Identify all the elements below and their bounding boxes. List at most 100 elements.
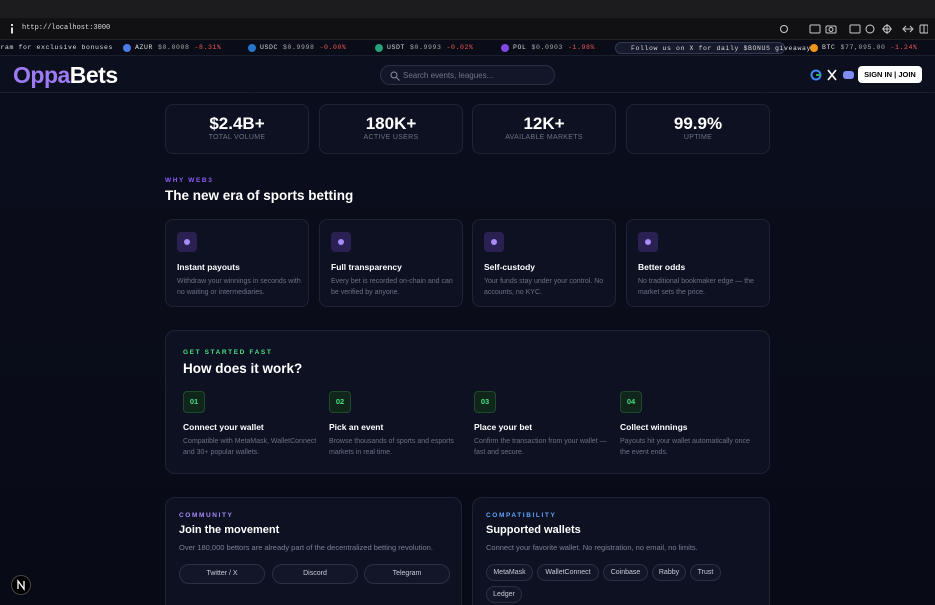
step-title: Pick an event — [329, 422, 384, 432]
coin-symbol: USDC — [260, 44, 279, 51]
stat-value: $2.4B+ — [209, 114, 265, 133]
search-box[interactable]: Search events, leagues... — [380, 65, 555, 85]
stat-value: 12K+ — [523, 114, 565, 133]
logo[interactable]: OppaBets — [13, 62, 118, 89]
coin-icon — [123, 44, 131, 52]
stat-label: AVAILABLE MARKETS — [505, 134, 583, 141]
section-description: Connect your favorite wallet. No registr… — [486, 543, 698, 552]
coin-price: $0.9998 — [283, 44, 315, 51]
coin-price: $0.9993 — [410, 44, 442, 51]
coin-price: $0.0903 — [531, 44, 564, 51]
coin-item[interactable]: BTC $77,095.00 -1.24% — [822, 44, 918, 51]
logo-primary: Oppa — [13, 62, 70, 88]
coin-item[interactable]: USDC $0.9998 -0.00% — [260, 44, 347, 51]
wallet-chip[interactable]: WalletConnect — [537, 564, 599, 581]
browser-bar: http://localhost:3000 — [0, 18, 935, 40]
section-eyebrow: WHY WEB3 — [165, 177, 214, 184]
coin-change: -1.24% — [890, 44, 918, 51]
coin-icon — [501, 44, 509, 52]
coin-item[interactable]: POL $0.0903 -1.98% — [513, 44, 595, 51]
step-title: Collect winnings — [620, 422, 688, 432]
step-description: Browse thousands of sports and esports m… — [329, 438, 454, 456]
step-description: Confirm the transaction from your wallet… — [474, 438, 607, 456]
coin-change: -8.31% — [194, 44, 222, 51]
site-header: OppaBets Search events, leagues... SIGN … — [0, 56, 935, 93]
coin-symbol: BTC — [822, 44, 836, 51]
step-number: 01 — [183, 391, 205, 413]
section-eyebrow: COMPATIBILITY — [486, 512, 557, 519]
feature-card: Full transparency Every bet is recorded o… — [319, 219, 463, 307]
ticker-promo: gram for exclusive bonuses — [0, 44, 114, 51]
step-description: Compatible with MetaMask, WalletConnect … — [183, 438, 317, 456]
logo-secondary: Bets — [69, 62, 118, 88]
feature-title: Self-custody — [484, 262, 536, 272]
feature-icon-glyph — [491, 239, 497, 245]
feature-description: Withdraw your winnings in seconds with n… — [177, 278, 301, 296]
feature-icon-glyph — [338, 239, 344, 245]
coin-symbol: USDT — [387, 44, 406, 51]
compatibility-card: COMPATIBILITY Supported wallets Connect yo… — [472, 497, 770, 605]
feature-description: No traditional bookmaker edge — the mark… — [638, 278, 754, 296]
section-description: Over 180,000 bettors are already part of… — [179, 543, 433, 552]
ticker-bar: gram for exclusive bonuses Follow us on X… — [0, 40, 935, 56]
stat-card: $2.4B+ TOTAL VOLUME — [165, 104, 309, 154]
wallet-chip[interactable]: Ledger — [486, 586, 522, 603]
coin-change: -0.02% — [446, 44, 474, 51]
wallet-chip[interactable]: MetaMask — [486, 564, 533, 581]
feature-title: Instant payouts — [177, 262, 240, 272]
coin-icon — [375, 44, 383, 52]
stat-value: 99.9% — [673, 114, 723, 133]
coin-change: -0.00% — [319, 44, 347, 51]
coin-item[interactable]: USDT $0.9993 -0.02% — [387, 44, 474, 51]
ticker-promo-pill[interactable]: Follow us on X for daily $BONUS giveaway… — [615, 42, 815, 54]
stat-card: 12K+ AVAILABLE MARKETS — [472, 104, 616, 154]
wallet-chip[interactable]: Trust — [690, 564, 721, 581]
community-link[interactable]: Discord — [272, 564, 358, 584]
feature-description: Your funds stay under your control. No a… — [484, 278, 604, 296]
step-number: 02 — [329, 391, 351, 413]
step-number: 03 — [474, 391, 496, 413]
info-icon[interactable] — [8, 24, 16, 34]
browser-icons — [780, 24, 928, 34]
section-title: How does it work? — [183, 361, 303, 376]
community-card: COMMUNITY Join the movement Over 180,000 b… — [165, 497, 462, 605]
stat-label: UPTIME — [683, 134, 713, 141]
search-icon — [390, 71, 400, 81]
auth-button[interactable]: SIGN IN | JOIN — [858, 66, 922, 83]
community-link[interactable]: Twitter / X — [179, 564, 265, 584]
social-icons[interactable] — [810, 69, 855, 81]
coin-price: $77,095.00 — [840, 44, 886, 51]
ticker-promo-text: Follow us on X for daily $BONUS giveaway… — [631, 45, 816, 52]
feature-description: Every bet is recorded on-chain and can b… — [331, 278, 453, 296]
step-title: Place your bet — [474, 422, 533, 432]
feature-title: Full transparency — [331, 262, 402, 272]
feature-card: Self-custody Your funds stay under your c… — [472, 219, 616, 307]
feature-card: Instant payouts Withdraw your winnings in… — [165, 219, 309, 307]
step-number: 04 — [620, 391, 642, 413]
feature-card: Better odds No traditional bookmaker edge… — [626, 219, 770, 307]
community-link[interactable]: Telegram — [364, 564, 450, 584]
coin-symbol: POL — [513, 44, 527, 51]
coin-icon — [810, 44, 818, 52]
stat-label: ACTIVE USERS — [363, 134, 419, 141]
stat-card: 99.9% UPTIME — [626, 104, 770, 154]
url[interactable]: http://localhost:3000 — [22, 24, 111, 32]
section-eyebrow: GET STARTED FAST — [183, 349, 273, 356]
stat-card: 180K+ ACTIVE USERS — [319, 104, 463, 154]
coin-item[interactable]: AZUR $0.0008 -8.31% — [135, 44, 222, 51]
stat-value: 180K+ — [365, 114, 417, 133]
feature-icon-glyph — [645, 239, 651, 245]
step-title: Connect your wallet — [183, 422, 264, 432]
coin-icon — [248, 44, 256, 52]
feature-title: Better odds — [638, 262, 686, 272]
step-description: Payouts hit your wallet automatically on… — [620, 438, 750, 456]
window-top — [0, 0, 935, 18]
wallet-chip[interactable]: Rabby — [652, 564, 686, 581]
coin-symbol: AZUR — [135, 44, 154, 51]
wallet-chip[interactable]: Coinbase — [603, 564, 648, 581]
section-title: Join the movement — [179, 524, 280, 536]
search-placeholder: Search events, leagues... — [403, 71, 494, 80]
dev-indicator[interactable] — [11, 575, 31, 595]
feature-icon-glyph — [184, 239, 190, 245]
